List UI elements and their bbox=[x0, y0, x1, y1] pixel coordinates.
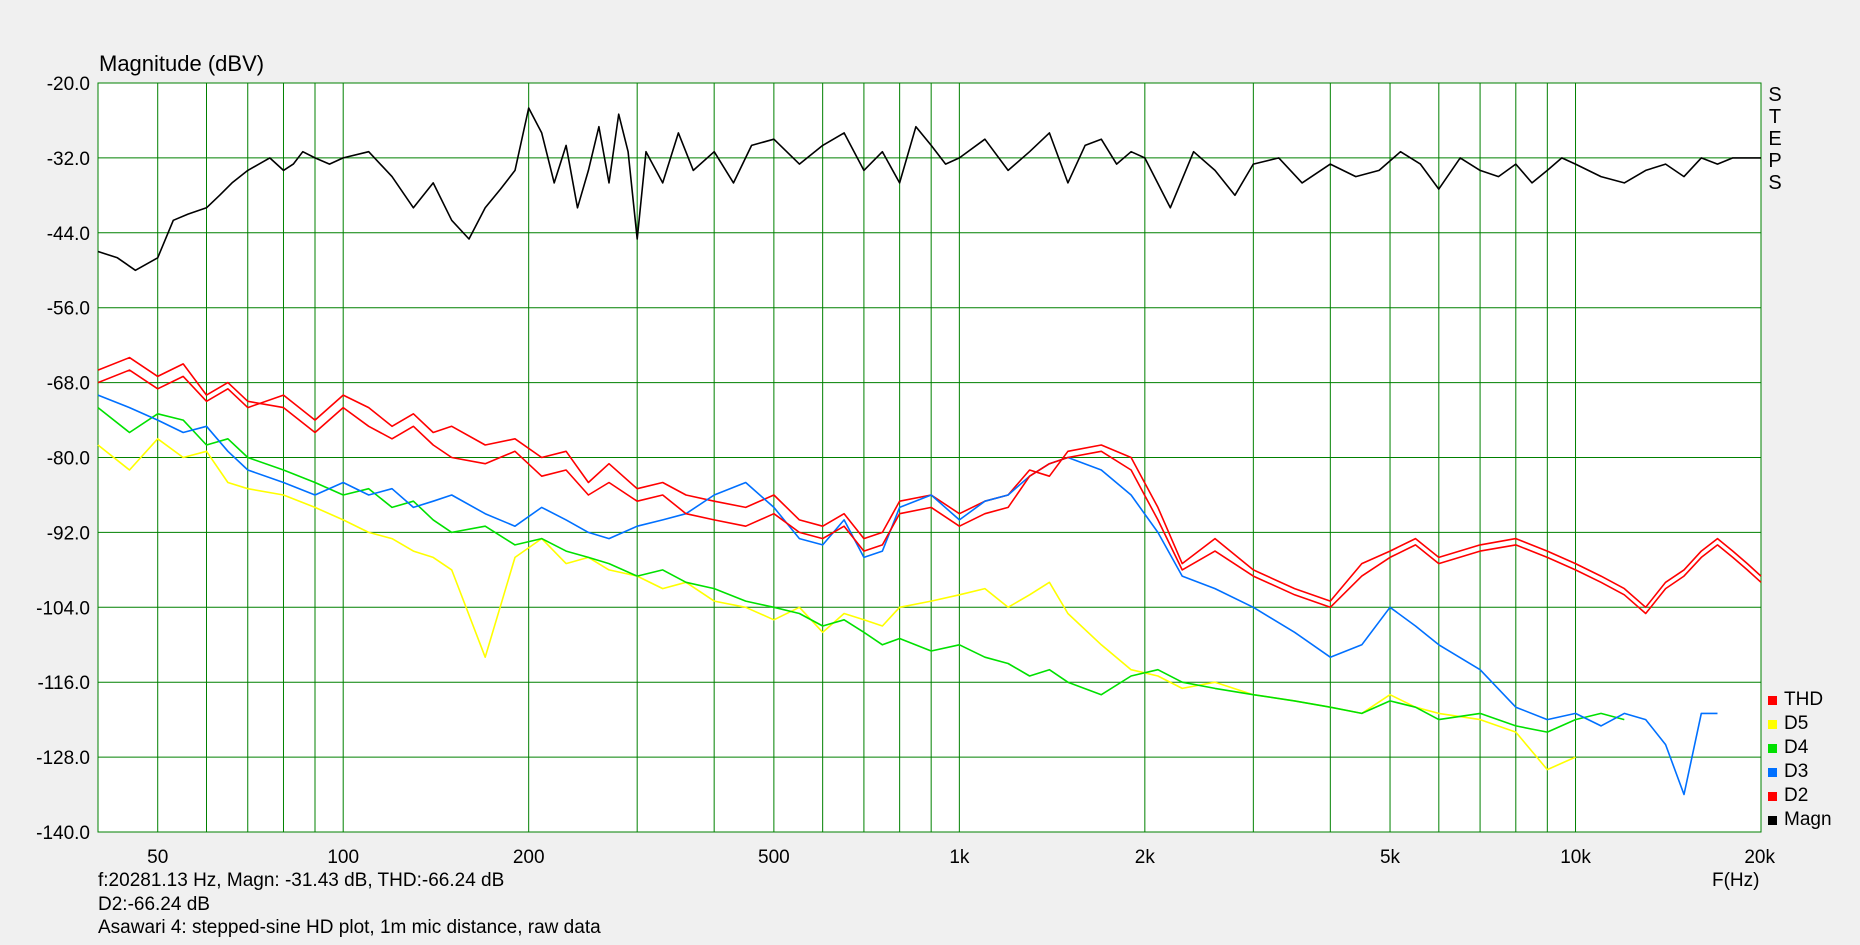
y-tick-label: -140.0 bbox=[36, 823, 90, 844]
legend-item-magn: Magn bbox=[1768, 808, 1832, 832]
steps-letter: P bbox=[1768, 150, 1782, 172]
legend-label: D4 bbox=[1784, 737, 1809, 758]
legend-swatch bbox=[1768, 791, 1777, 801]
x-tick-label: 500 bbox=[758, 847, 790, 868]
y-tick-label: -68.0 bbox=[47, 374, 90, 395]
legend-label: Magn bbox=[1784, 809, 1832, 830]
y-tick-label: -80.0 bbox=[47, 449, 90, 470]
y-tick-label: -128.0 bbox=[36, 748, 90, 769]
x-axis-label: F(Hz) bbox=[1712, 870, 1760, 891]
legend-swatch bbox=[1768, 743, 1777, 753]
series-line-thd bbox=[97, 369, 1762, 609]
x-tick-label: 2k bbox=[1135, 847, 1156, 868]
legend-label: THD bbox=[1784, 689, 1824, 710]
y-tick-label: -104.0 bbox=[36, 598, 90, 619]
series-line-d3 bbox=[97, 394, 1718, 796]
x-tick-label: 50 bbox=[147, 847, 168, 868]
legend-label: D3 bbox=[1784, 761, 1809, 782]
y-tick-label: -20.0 bbox=[47, 74, 90, 95]
x-tick-label: 20k bbox=[1744, 847, 1775, 868]
x-tick-label: 100 bbox=[327, 847, 359, 868]
x-tick-label: 1k bbox=[949, 847, 970, 868]
cursor-readout-d2: D2:-66.24 dB bbox=[98, 894, 210, 915]
legend-item-d2: D2 bbox=[1768, 784, 1832, 808]
legend-label: D2 bbox=[1784, 785, 1809, 806]
series-line-d4 bbox=[97, 406, 1625, 733]
y-tick-label: -32.0 bbox=[47, 149, 90, 170]
y-tick-label: -116.0 bbox=[38, 673, 90, 694]
y-axis-ticks: -20.0 -32.0 -44.0 -56.0 -68.0 -80.0 -92.0 -104.… bbox=[36, 74, 90, 844]
y-tick-label: -44.0 bbox=[47, 224, 90, 245]
series-line-d2 bbox=[97, 356, 1762, 615]
x-axis-ticks: 50 100 200 500 1k 2k 5k 10k 20k bbox=[147, 847, 1775, 868]
plot-caption: Asawari 4: stepped-sine HD plot, 1m mic … bbox=[98, 917, 601, 938]
y-tick-label: -92.0 bbox=[47, 523, 90, 544]
x-tick-label: 10k bbox=[1560, 847, 1591, 868]
y-axis-label: Magnitude (dBV) bbox=[99, 51, 265, 76]
legend-label: D5 bbox=[1784, 713, 1809, 734]
x-tick-label: 5k bbox=[1380, 847, 1401, 868]
series-group bbox=[97, 107, 1762, 796]
legend-swatch bbox=[1768, 695, 1777, 705]
steps-letter: E bbox=[1768, 128, 1782, 150]
steps-letter: T bbox=[1768, 106, 1782, 128]
grid-lines bbox=[98, 82, 1761, 833]
steps-letter: S bbox=[1768, 84, 1782, 106]
legend-swatch bbox=[1768, 767, 1777, 777]
legend-swatch bbox=[1768, 815, 1777, 825]
legend-item-d5: D5 bbox=[1768, 712, 1832, 736]
y-tick-label: -56.0 bbox=[47, 299, 90, 320]
legend-item-d4: D4 bbox=[1768, 736, 1832, 760]
cursor-readout: f:20281.13 Hz, Magn: -31.43 dB, THD:-66.… bbox=[98, 870, 505, 891]
legend-swatch bbox=[1768, 719, 1777, 729]
legend: THD D5 D4 D3 D2 Magn bbox=[1768, 688, 1832, 832]
x-tick-label: 200 bbox=[513, 847, 545, 868]
legend-item-d3: D3 bbox=[1768, 760, 1832, 784]
legend-item-thd: THD bbox=[1768, 688, 1832, 712]
series-line-magn bbox=[97, 107, 1761, 272]
steps-letter: S bbox=[1768, 172, 1782, 194]
